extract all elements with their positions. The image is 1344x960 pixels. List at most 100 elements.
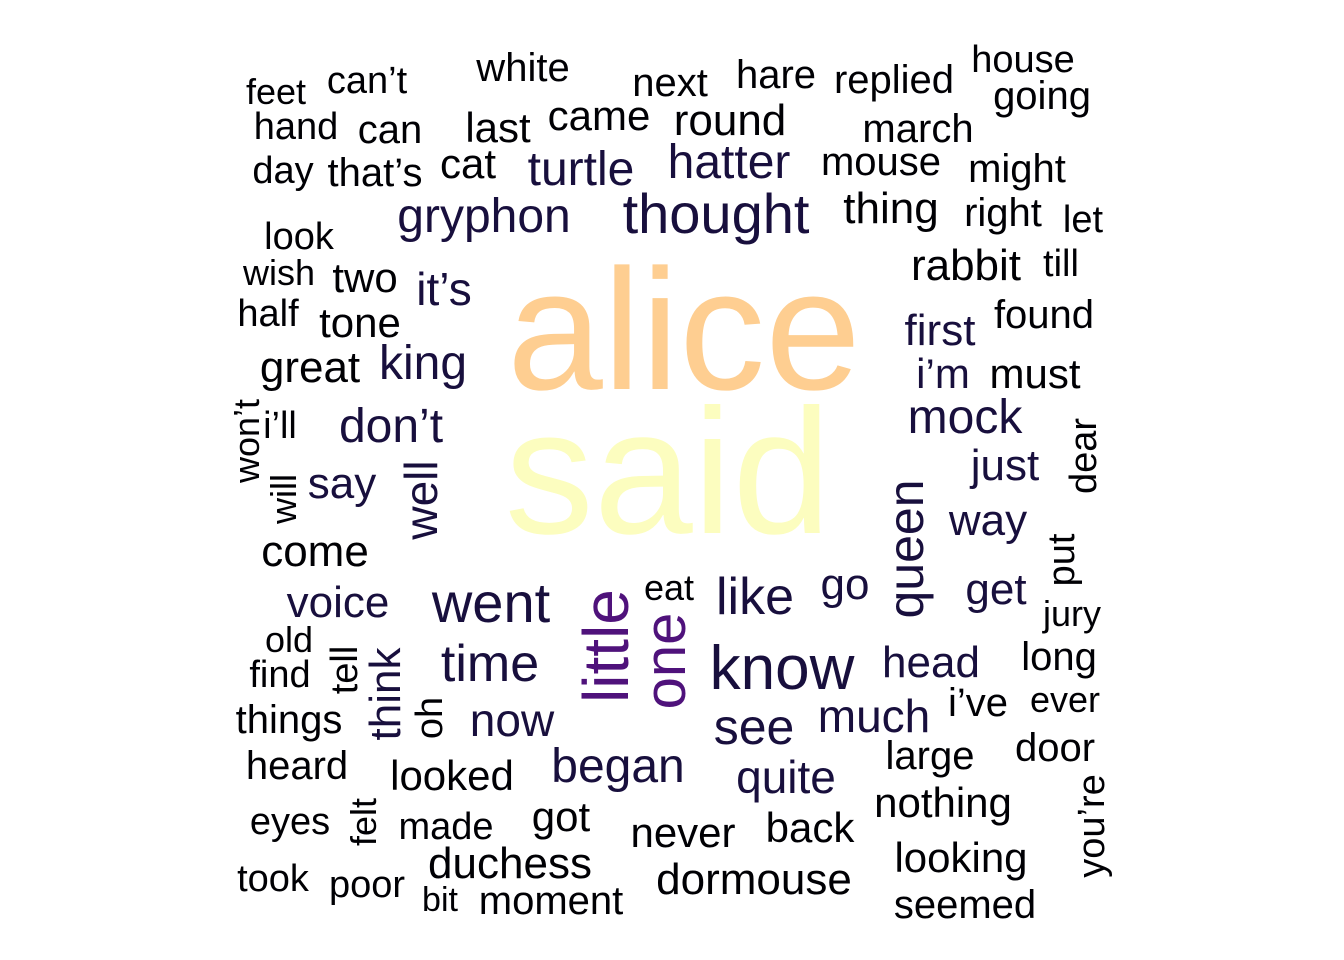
word-great: great — [259, 343, 361, 392]
word-dont: don’t — [338, 400, 444, 453]
word-way: way — [948, 496, 1028, 545]
word-mock: mock — [907, 391, 1023, 444]
word-mouse: mouse — [820, 140, 942, 184]
word-went: went — [431, 571, 551, 634]
word-nothing: nothing — [874, 779, 1012, 826]
word-hand: hand — [253, 106, 339, 148]
word-ever: ever — [1029, 679, 1101, 720]
word-one: one — [633, 612, 698, 710]
word-things: things — [235, 698, 343, 742]
word-eyes: eyes — [249, 801, 331, 843]
word-look: look — [264, 216, 334, 258]
word-looking: looking — [894, 834, 1028, 881]
word-little: little — [570, 589, 642, 703]
word-gryphon: gryphon — [397, 190, 571, 243]
word-put: put — [1041, 533, 1083, 587]
word-bit: bit — [422, 881, 458, 919]
word-going: going — [993, 74, 1091, 118]
word-back: back — [765, 804, 855, 851]
word-youre: you’re — [1071, 774, 1113, 878]
word-ive: i’ve — [947, 681, 1009, 725]
word-two: two — [332, 254, 398, 301]
word-quite: quite — [736, 751, 836, 803]
word-long: long — [1021, 635, 1097, 679]
word-thought: thought — [622, 182, 810, 245]
word-feet: feet — [245, 71, 307, 112]
word-last: last — [465, 104, 531, 151]
word-time: time — [440, 635, 540, 693]
word-began: began — [551, 740, 685, 793]
word-get: get — [965, 565, 1027, 614]
word-felt: felt — [343, 797, 384, 847]
word-wont: won’t — [226, 398, 267, 484]
word-like: like — [715, 568, 795, 626]
word-come: come — [261, 527, 369, 576]
word-dormouse: dormouse — [656, 855, 852, 904]
word-voice: voice — [286, 578, 390, 627]
word-cant: can’t — [326, 60, 408, 102]
word-alice: alice — [507, 234, 861, 426]
word-king: king — [378, 337, 468, 390]
word-dear: dear — [1063, 417, 1105, 495]
word-white: white — [476, 46, 570, 90]
word-got: got — [531, 793, 591, 840]
word-said: said — [504, 372, 832, 571]
word-oh: oh — [409, 696, 451, 740]
word-wish: wish — [242, 252, 316, 293]
word-queen: queen — [878, 479, 934, 619]
word-might: might — [968, 147, 1066, 191]
word-poor: poor — [328, 864, 406, 906]
word-im: i’m — [916, 350, 970, 397]
word-know: know — [709, 634, 855, 703]
word-rabbit: rabbit — [910, 241, 1022, 290]
word-round: round — [673, 96, 787, 145]
word-find: find — [249, 654, 311, 696]
word-duchess: duchess — [428, 839, 592, 888]
word-say: say — [307, 459, 377, 508]
word-large: large — [885, 734, 975, 778]
word-march: march — [862, 107, 974, 151]
word-turtle: turtle — [527, 143, 635, 196]
word-ill: i’ll — [263, 405, 297, 447]
word-just: just — [970, 441, 1040, 490]
word-replied: replied — [833, 58, 955, 102]
word-never: never — [630, 809, 736, 856]
word-now: now — [469, 694, 555, 746]
word-hatter: hatter — [667, 136, 791, 189]
word-came: came — [547, 92, 651, 139]
word-see: see — [713, 699, 795, 755]
word-old: old — [264, 619, 314, 660]
word-tell: tell — [324, 645, 366, 695]
word-its: it’s — [416, 263, 472, 315]
word-seemed: seemed — [893, 883, 1037, 927]
word-took: took — [237, 858, 309, 900]
word-day: day — [252, 150, 314, 192]
word-can: can — [357, 108, 423, 152]
word-thats: that’s — [327, 151, 423, 195]
word-moment: moment — [478, 879, 624, 923]
word-door: door — [1014, 726, 1096, 770]
word-must: must — [989, 350, 1081, 397]
word-found: found — [993, 293, 1095, 337]
word-right: right — [964, 191, 1042, 235]
word-hare: hare — [735, 53, 817, 97]
word-looked: looked — [390, 752, 514, 799]
word-first: first — [904, 306, 976, 355]
word-half: half — [237, 293, 299, 335]
word-house: house — [971, 39, 1075, 81]
word-well: well — [395, 460, 447, 540]
word-jury: jury — [1042, 593, 1102, 634]
word-tone: tone — [319, 299, 401, 346]
word-heard: heard — [245, 744, 349, 788]
word-go: go — [820, 560, 870, 609]
word-think: think — [361, 647, 410, 741]
word-eat: eat — [643, 567, 695, 608]
word-let: let — [1062, 199, 1104, 241]
word-head: head — [882, 638, 980, 687]
word-thing: thing — [843, 184, 939, 233]
word-much: much — [817, 690, 931, 742]
word-till: till — [1043, 243, 1079, 285]
word-cat: cat — [439, 140, 497, 187]
word-next: next — [632, 61, 708, 105]
